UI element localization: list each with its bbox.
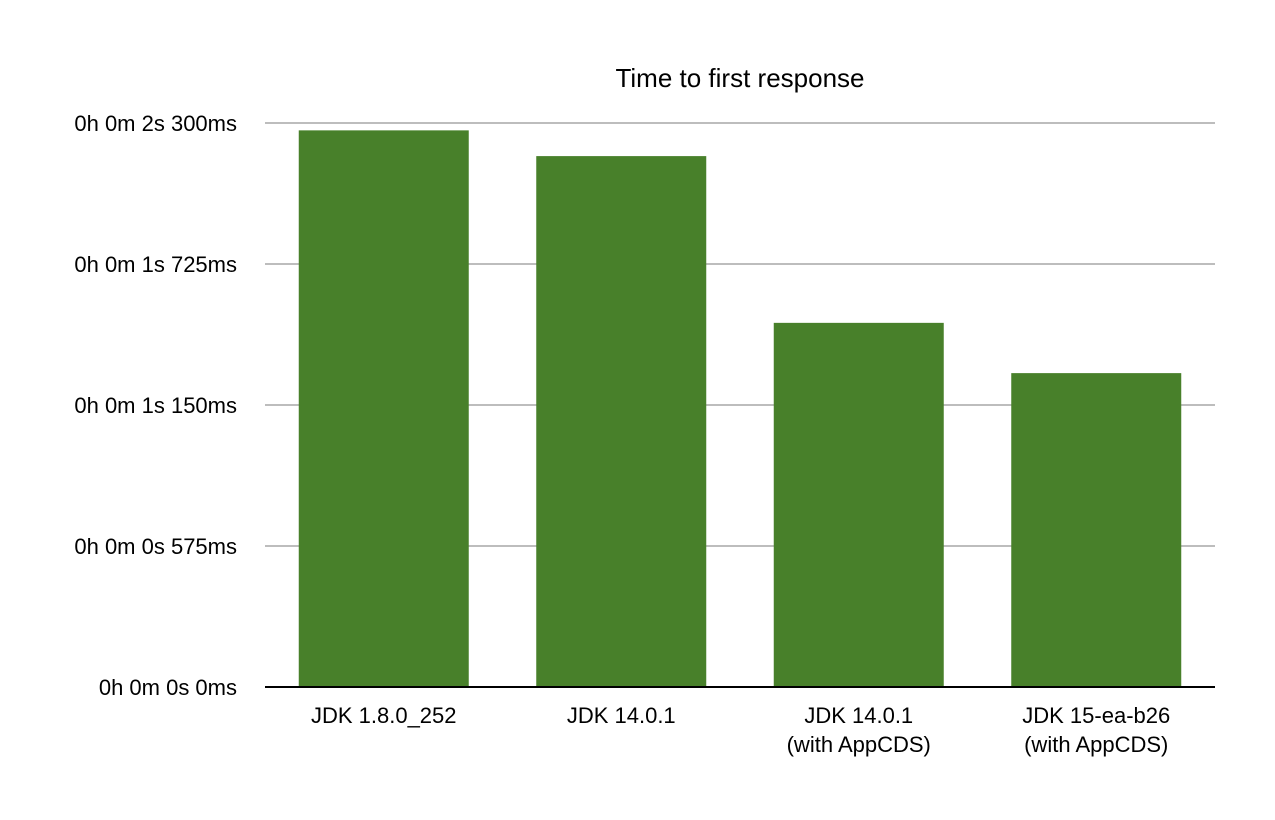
x-tick-label: JDK 14.0.1 (with AppCDS) — [787, 703, 931, 757]
x-tick-label: JDK 15-ea-b26 (with AppCDS) — [1022, 703, 1170, 757]
y-axis-tick-labels: 0h 0m 0s 0ms 0h 0m 0s 575ms 0h 0m 1s 150ms… — [74, 111, 237, 700]
chart-title: Time to first response — [615, 63, 864, 93]
x-tick-label: JDK 14.0.1 — [567, 703, 676, 728]
y-tick-label: 0h 0m 0s 575ms — [74, 534, 237, 559]
bar — [298, 130, 469, 688]
bar — [536, 156, 707, 687]
bar — [773, 322, 944, 687]
y-tick-label: 0h 0m 1s 150ms — [74, 393, 237, 418]
bar — [1011, 373, 1182, 687]
x-axis-tick-labels: JDK 1.8.0_252 JDK 14.0.1 JDK 14.0.1 (with A… — [311, 703, 1170, 757]
x-tick-label: JDK 1.8.0_252 — [311, 703, 457, 728]
y-tick-label: 0h 0m 0s 0ms — [99, 675, 237, 700]
y-tick-label: 0h 0m 1s 725ms — [74, 252, 237, 277]
y-tick-label: 0h 0m 2s 300ms — [74, 111, 237, 136]
bars — [298, 130, 1182, 688]
